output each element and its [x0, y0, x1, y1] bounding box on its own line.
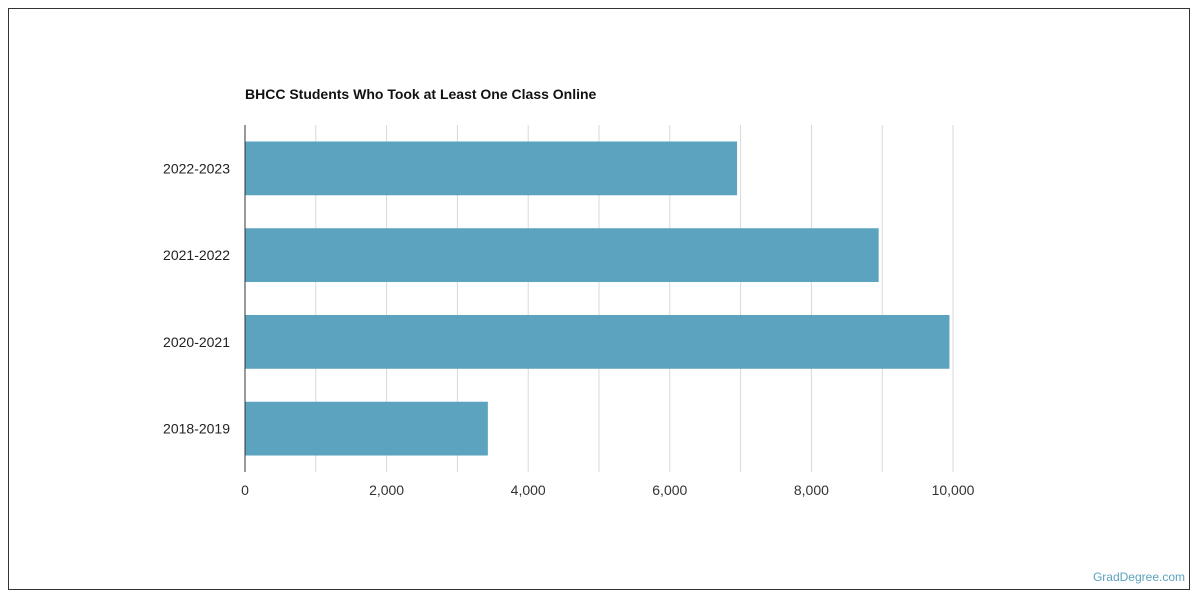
x-tick-label: 10,000: [932, 482, 975, 498]
x-tick-label: 6,000: [652, 482, 687, 498]
bar-2021-2022: [245, 228, 879, 283]
chart-title: BHCC Students Who Took at Least One Clas…: [245, 86, 597, 102]
x-tick-label: 8,000: [794, 482, 829, 498]
x-tick-label: 2,000: [369, 482, 404, 498]
category-label: 2018-2019: [163, 421, 230, 437]
x-tick-label: 0: [241, 482, 249, 498]
category-label: 2022-2023: [163, 160, 230, 176]
bar-2020-2021: [245, 314, 950, 369]
category-label: 2020-2021: [163, 334, 230, 350]
source-credit[interactable]: GradDegree.com: [1092, 570, 1185, 584]
bar-2022-2023: [245, 141, 738, 196]
bar-2018-2019: [245, 401, 488, 456]
x-tick-label: 4,000: [511, 482, 546, 498]
category-label: 2021-2022: [163, 247, 230, 263]
